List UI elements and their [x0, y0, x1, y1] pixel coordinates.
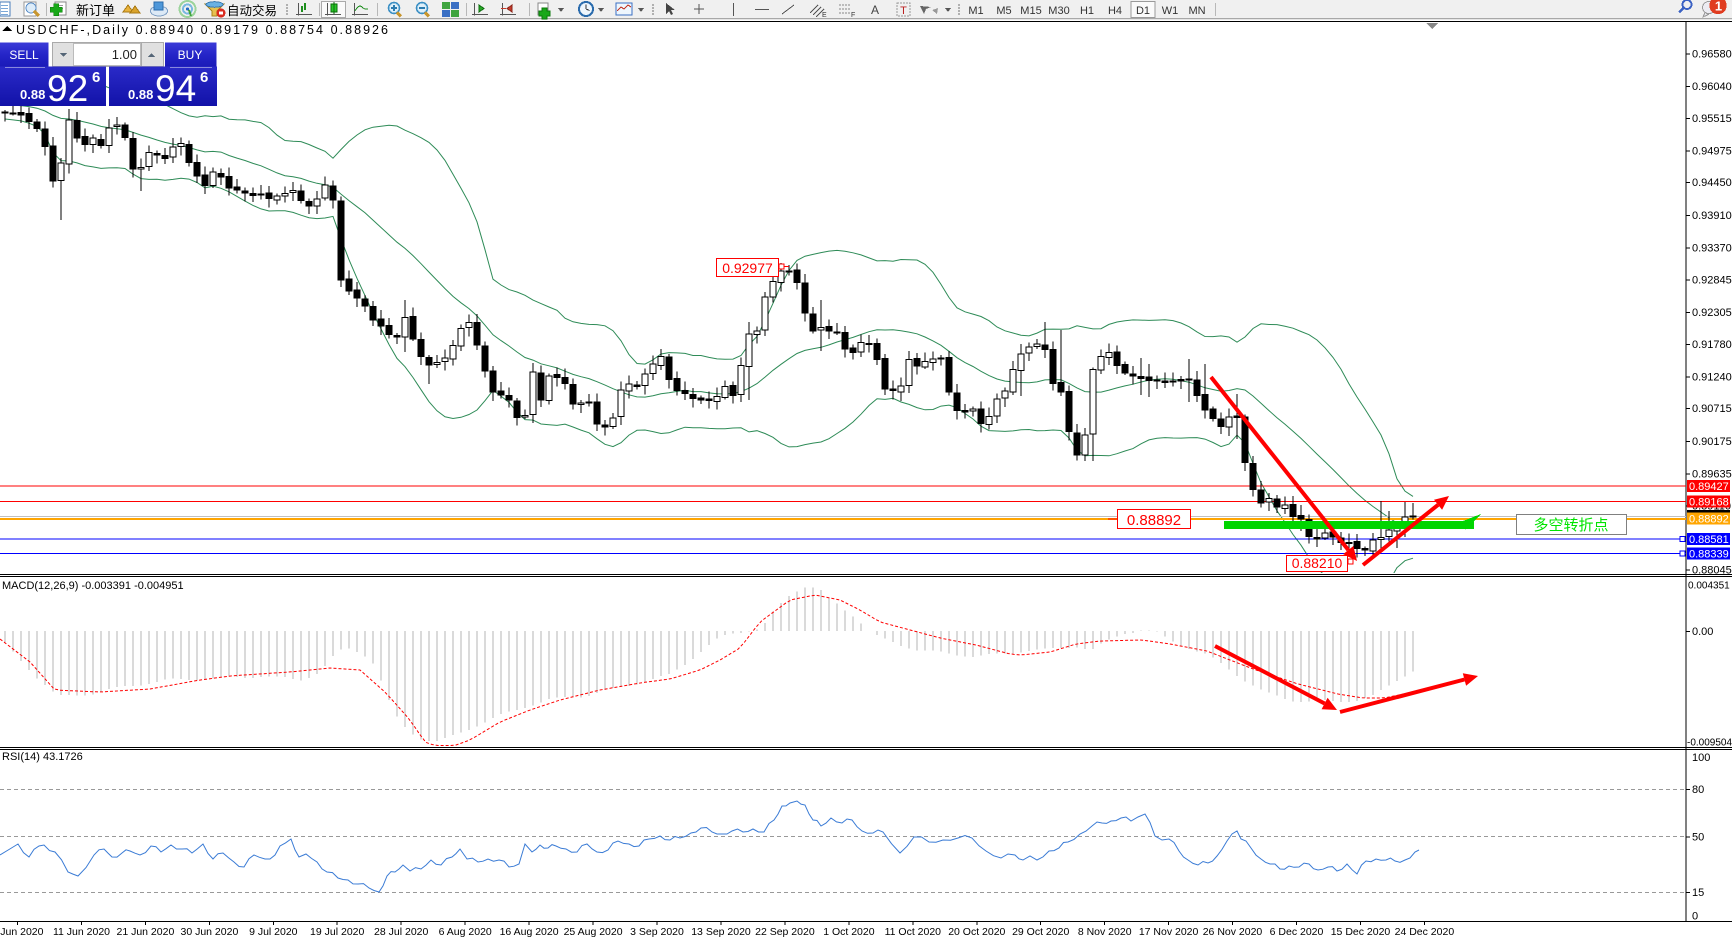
- svg-text:20 Oct 2020: 20 Oct 2020: [948, 926, 1005, 938]
- svg-text:0.94975: 0.94975: [1692, 146, 1732, 158]
- svg-text:0.88892: 0.88892: [1127, 512, 1181, 529]
- svg-text:0.89168: 0.89168: [1689, 497, 1729, 509]
- svg-text:H1: H1: [1080, 5, 1094, 17]
- svg-text:6: 6: [200, 69, 208, 86]
- svg-text:92: 92: [47, 68, 88, 109]
- svg-text:0.90715: 0.90715: [1692, 403, 1732, 415]
- svg-text:0.93910: 0.93910: [1692, 210, 1732, 222]
- svg-text:0.88892: 0.88892: [1689, 514, 1729, 526]
- svg-text:8 Nov 2020: 8 Nov 2020: [1078, 926, 1132, 938]
- svg-text:19 Jul 2020: 19 Jul 2020: [310, 926, 364, 938]
- svg-text:0.92305: 0.92305: [1692, 307, 1732, 319]
- svg-text:9 Jul 2020: 9 Jul 2020: [249, 926, 298, 938]
- svg-text:6 Aug 2020: 6 Aug 2020: [439, 926, 492, 938]
- svg-text:USDCHF-,Daily 0.88940 0.89179: USDCHF-,Daily 0.88940 0.89179 0.88754 0.…: [16, 23, 388, 37]
- svg-text:21 Jun 2020: 21 Jun 2020: [116, 926, 174, 938]
- svg-text:多空转折点: 多空转折点: [1533, 517, 1608, 534]
- svg-text:D1: D1: [1136, 5, 1150, 17]
- svg-text:0.89427: 0.89427: [1689, 481, 1729, 493]
- svg-text:E: E: [822, 12, 827, 19]
- svg-text:自动交易: 自动交易: [227, 3, 277, 18]
- svg-text:0: 0: [1692, 911, 1698, 923]
- svg-text:0.96580: 0.96580: [1692, 48, 1732, 60]
- svg-text:0.94450: 0.94450: [1692, 177, 1732, 189]
- svg-text:50: 50: [1692, 831, 1704, 843]
- svg-text:17 Nov 2020: 17 Nov 2020: [1139, 926, 1199, 938]
- svg-text:0.92845: 0.92845: [1692, 274, 1732, 286]
- svg-text:W1: W1: [1162, 5, 1179, 17]
- svg-text:0.90175: 0.90175: [1692, 436, 1732, 448]
- svg-text:26 Nov 2020: 26 Nov 2020: [1203, 926, 1263, 938]
- svg-text:1: 1: [1715, 0, 1722, 14]
- svg-text:A: A: [871, 3, 879, 17]
- svg-text:13 Sep 2020: 13 Sep 2020: [691, 926, 751, 938]
- svg-text:0.95515: 0.95515: [1692, 113, 1732, 125]
- svg-text:6: 6: [92, 69, 100, 86]
- svg-text:0.88045: 0.88045: [1692, 565, 1732, 577]
- svg-text:T: T: [900, 5, 907, 17]
- svg-text:0.91240: 0.91240: [1692, 371, 1732, 383]
- svg-text:-0.009504: -0.009504: [1687, 738, 1732, 749]
- svg-text:BUY: BUY: [178, 48, 203, 62]
- svg-text:100: 100: [1692, 752, 1710, 764]
- svg-text:29 Oct 2020: 29 Oct 2020: [1012, 926, 1069, 938]
- svg-text:6 Dec 2020: 6 Dec 2020: [1270, 926, 1324, 938]
- svg-text:0.92977: 0.92977: [722, 260, 773, 276]
- svg-text:M5: M5: [996, 5, 1011, 17]
- svg-text:28 Jul 2020: 28 Jul 2020: [374, 926, 428, 938]
- svg-text:MN: MN: [1188, 5, 1205, 17]
- svg-text:0.00: 0.00: [1692, 626, 1713, 638]
- svg-text:F: F: [851, 12, 855, 19]
- svg-text:SELL: SELL: [9, 48, 39, 62]
- svg-text:25 Aug 2020: 25 Aug 2020: [564, 926, 623, 938]
- svg-text:22 Sep 2020: 22 Sep 2020: [755, 926, 815, 938]
- svg-text:80: 80: [1692, 784, 1704, 796]
- svg-text:16 Aug 2020: 16 Aug 2020: [500, 926, 559, 938]
- svg-text:1.00: 1.00: [112, 47, 137, 62]
- svg-text:RSI(14) 43.1726: RSI(14) 43.1726: [2, 751, 83, 763]
- svg-text:M30: M30: [1048, 5, 1069, 17]
- svg-text:94: 94: [155, 68, 196, 109]
- svg-text:0.88210: 0.88210: [1292, 555, 1343, 571]
- svg-text:0.88339: 0.88339: [1689, 549, 1729, 561]
- svg-text:3 Sep 2020: 3 Sep 2020: [630, 926, 684, 938]
- svg-text:M15: M15: [1020, 5, 1041, 17]
- svg-text:0.91780: 0.91780: [1692, 339, 1732, 351]
- svg-text:0.004351: 0.004351: [1688, 581, 1730, 592]
- svg-text:11 Jun 2020: 11 Jun 2020: [53, 926, 110, 938]
- svg-text:H4: H4: [1108, 5, 1122, 17]
- svg-text:0.89635: 0.89635: [1692, 469, 1732, 481]
- svg-text:11 Oct 2020: 11 Oct 2020: [885, 926, 942, 938]
- svg-text:新订单: 新订单: [76, 3, 115, 18]
- svg-text:0.88: 0.88: [20, 87, 45, 102]
- svg-text:15: 15: [1692, 887, 1704, 899]
- svg-text:1 Oct 2020: 1 Oct 2020: [823, 926, 875, 938]
- svg-text:M1: M1: [968, 5, 983, 17]
- svg-text:0.88581: 0.88581: [1689, 534, 1729, 546]
- svg-text:0.93370: 0.93370: [1692, 243, 1732, 255]
- svg-text:MACD(12,26,9) -0.003391 -0.004: MACD(12,26,9) -0.003391 -0.004951: [2, 580, 184, 592]
- svg-text:15 Dec 2020: 15 Dec 2020: [1331, 926, 1391, 938]
- svg-text:0.96040: 0.96040: [1692, 81, 1732, 93]
- svg-text:30 Jun 2020: 30 Jun 2020: [180, 926, 238, 938]
- svg-text:0.88: 0.88: [128, 87, 153, 102]
- svg-text:24 Dec 2020: 24 Dec 2020: [1395, 926, 1455, 938]
- svg-text:1 Jun 2020: 1 Jun 2020: [0, 926, 44, 938]
